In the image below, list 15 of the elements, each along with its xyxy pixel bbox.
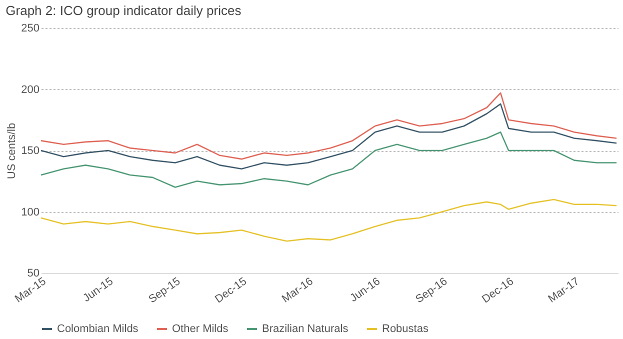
line-series bbox=[40, 131, 618, 188]
legend-label: Other Milds bbox=[172, 323, 229, 335]
y-tick-label: 200 bbox=[21, 84, 40, 96]
y-tick-label: 150 bbox=[21, 145, 40, 157]
y-tick-label: 50 bbox=[27, 268, 40, 280]
legend-label: Colombian Milds bbox=[57, 323, 139, 335]
y-tick-label: 100 bbox=[21, 206, 40, 218]
legend-label: Brazilian Naturals bbox=[262, 323, 349, 335]
line-series bbox=[40, 198, 618, 242]
chart-title: Graph 2: ICO group indicator daily prices bbox=[6, 3, 242, 18]
line-series bbox=[40, 103, 618, 170]
line-series bbox=[40, 92, 618, 160]
y-axis-title: US cents/lb bbox=[6, 122, 18, 180]
y-tick-label: 250 bbox=[21, 22, 40, 34]
legend-label: Robustas bbox=[382, 323, 429, 335]
